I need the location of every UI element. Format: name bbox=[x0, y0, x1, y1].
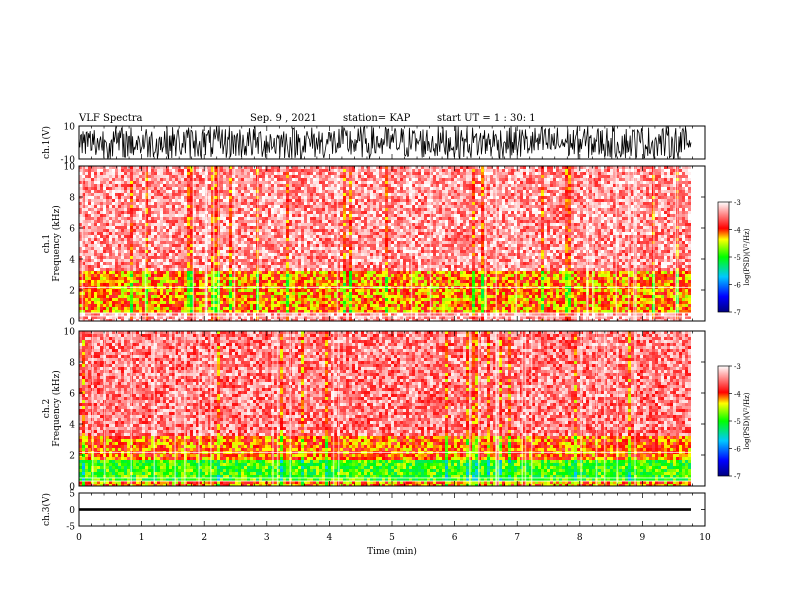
ytick-label-w3: 5 bbox=[69, 490, 75, 500]
ylabel-channel-s1: ch.1 bbox=[42, 234, 52, 253]
colorbar-tick-label: -3 bbox=[734, 199, 741, 207]
ylabel-frequency-s1: Frequency (kHz) bbox=[51, 205, 62, 282]
ch1-waveform-series bbox=[79, 126, 692, 159]
colorbar-tick-label: -6 bbox=[734, 282, 741, 290]
start-time-label: start UT = 1 : 30: 1 bbox=[437, 113, 536, 124]
colorbar-2 bbox=[717, 365, 730, 477]
ytick-label-s2: 8 bbox=[69, 359, 75, 369]
ylabel-channel-s2: ch.2 bbox=[42, 399, 52, 418]
colorbar-tick-label: -4 bbox=[734, 227, 741, 235]
spectrogram-ch2-image bbox=[79, 331, 691, 486]
colorbar-label-1: log(PSD)(V²/Hz) bbox=[743, 228, 751, 285]
ytick-label-s2: 10 bbox=[64, 328, 76, 338]
xtick-label: 8 bbox=[577, 533, 583, 543]
chart-title: VLF Spectra bbox=[79, 113, 143, 124]
colorbar-tick-label: -3 bbox=[734, 363, 741, 371]
colorbar-tick-label: -5 bbox=[734, 418, 741, 426]
xtick-label: 1 bbox=[139, 533, 145, 543]
ch3-waveform-series bbox=[79, 508, 691, 511]
ytick-label-s2: 6 bbox=[69, 390, 75, 400]
xtick-label: 2 bbox=[201, 533, 207, 543]
colorbar-tick-label: -7 bbox=[734, 309, 741, 317]
ytick-label-s2: 0 bbox=[69, 483, 75, 493]
colorbar-tick-label: -7 bbox=[734, 473, 741, 481]
xtick-label: 0 bbox=[76, 533, 82, 543]
ytick-label-w3: -5 bbox=[66, 523, 75, 533]
station-label: station= KAP bbox=[343, 113, 410, 124]
xtick-label: 7 bbox=[514, 533, 520, 543]
ylabel-frequency-s2: Frequency (kHz) bbox=[51, 370, 62, 447]
xtick-label: 6 bbox=[452, 533, 458, 543]
ytick-label-w3: 0 bbox=[69, 506, 75, 516]
ytick-label-s1: 0 bbox=[69, 318, 75, 328]
xtick-label: 10 bbox=[699, 533, 711, 543]
x-axis-title: Time (min) bbox=[367, 546, 417, 557]
ytick-label-s1: 6 bbox=[69, 225, 75, 235]
ytick-label-s2: 2 bbox=[69, 452, 75, 462]
colorbar-label-2: log(PSD)(V²/Hz) bbox=[743, 392, 751, 449]
ytick-label-s1: 2 bbox=[69, 287, 75, 297]
ytick-label-s1: 4 bbox=[69, 256, 75, 266]
colorbar-tick-label: -6 bbox=[734, 446, 741, 454]
xtick-label: 9 bbox=[640, 533, 646, 543]
colorbar-tick-label: -4 bbox=[734, 391, 741, 399]
ytick-label-w1: 10 bbox=[64, 123, 76, 133]
ytick-label-s1: 10 bbox=[64, 163, 76, 173]
colorbar-tick-label: -5 bbox=[734, 254, 741, 262]
ytick-label-w1: -10 bbox=[61, 156, 76, 166]
ytick-label-s2: 4 bbox=[69, 421, 75, 431]
ytick-label-s1: 8 bbox=[69, 194, 75, 204]
ylabel-w3: ch.3(V) bbox=[41, 493, 52, 526]
date-label: Sep. 9 , 2021 bbox=[250, 113, 317, 124]
xtick-label: 3 bbox=[264, 533, 270, 543]
xtick-label: 4 bbox=[327, 533, 333, 543]
colorbar-1 bbox=[717, 201, 730, 313]
xtick-label: 5 bbox=[389, 533, 395, 543]
spectrogram-ch1-image bbox=[79, 166, 691, 321]
ylabel-w1: ch.1(V) bbox=[41, 126, 52, 159]
